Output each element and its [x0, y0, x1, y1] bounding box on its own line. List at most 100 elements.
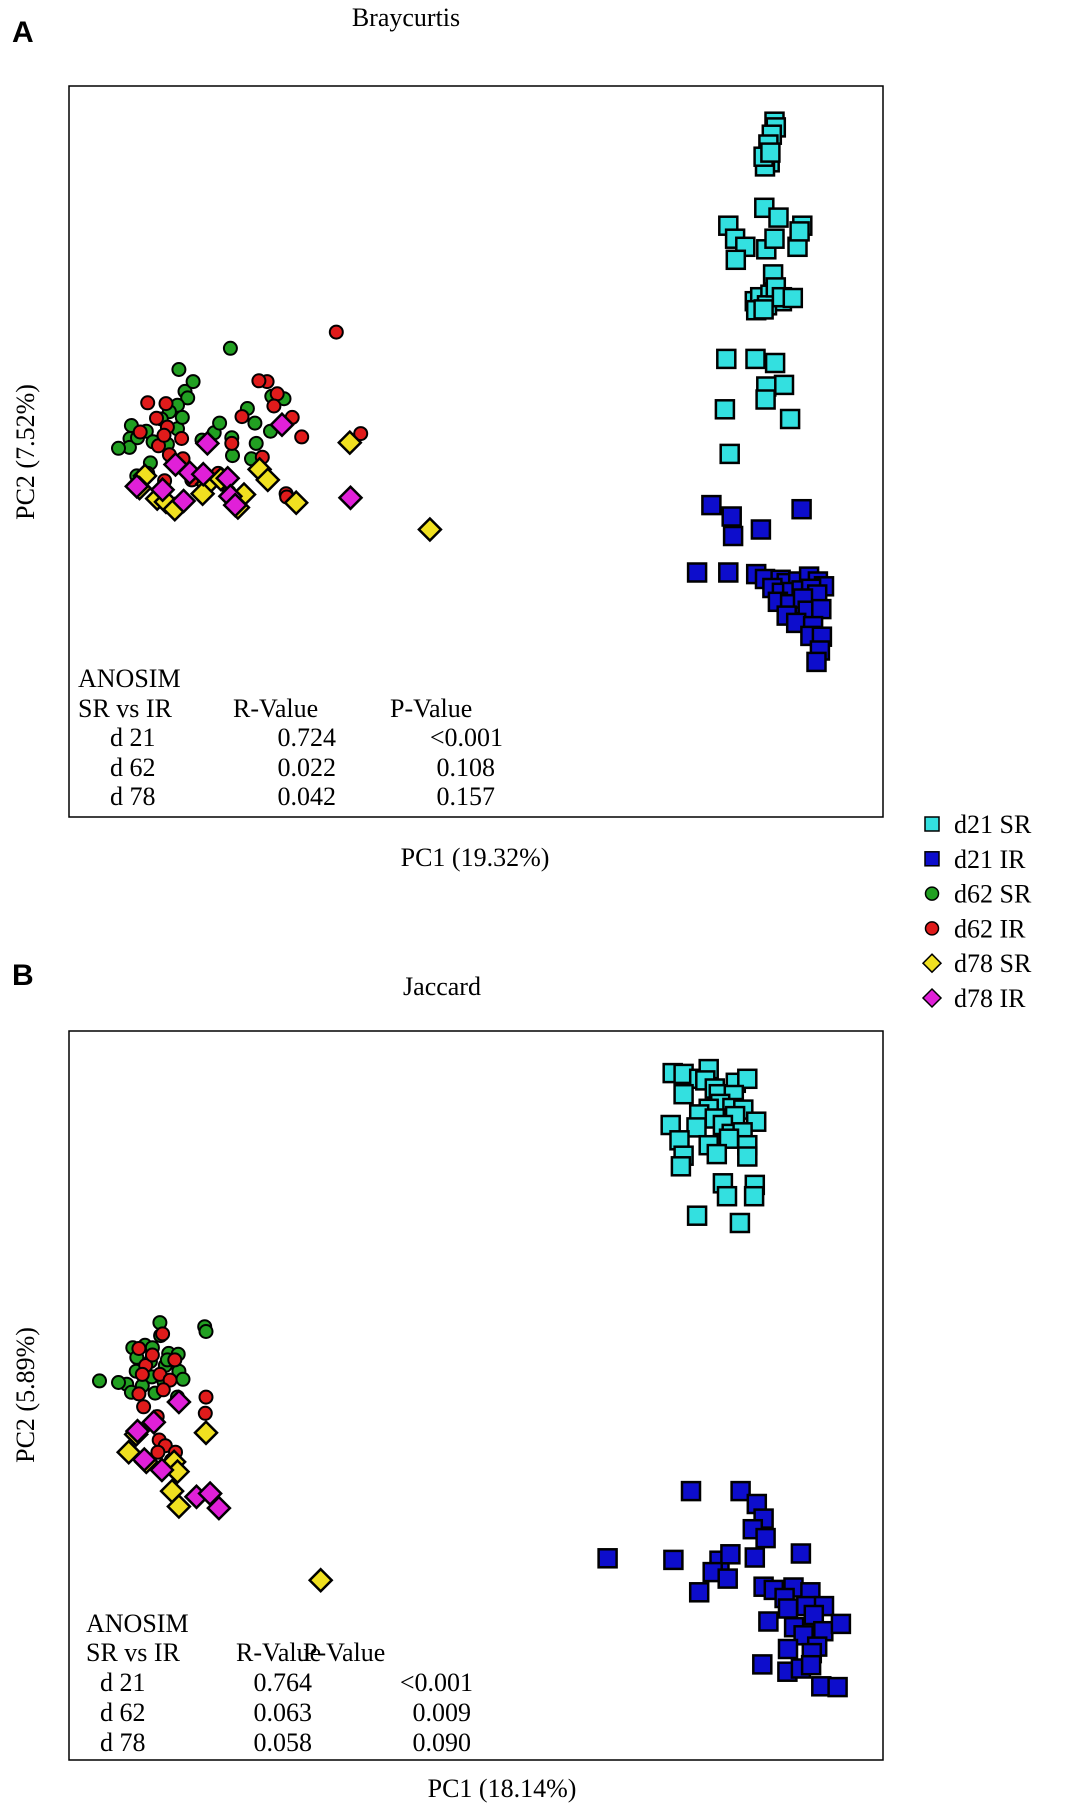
point-d21-ir-b: [790, 1543, 812, 1564]
x-axis-label-b: PC1 (18.14%): [428, 1774, 577, 1803]
anosim-col-groups-a: SR vs IR: [78, 694, 173, 723]
point-d78-sr-a: [337, 429, 363, 456]
point-d21-sr-b: [737, 1146, 758, 1167]
point-d62-ir-b: [134, 1366, 150, 1382]
point-d21-ir-a: [722, 525, 744, 547]
point-d62-sr-b: [111, 1375, 126, 1390]
point-d21-sr-b: [686, 1117, 707, 1138]
point-d62-sr-a: [212, 415, 228, 431]
point-d78-ir-a: [222, 492, 248, 518]
panel-b: B Jaccard ANOSIM SR vs IR R-Value P-Valu…: [11, 959, 884, 1803]
point-d21-sr-a: [764, 352, 786, 374]
anosim-row-r-b: 0.063: [254, 1698, 313, 1727]
point-d21-ir-a: [791, 498, 812, 520]
legend-label-d62-ir: d62 IR: [954, 914, 1026, 943]
point-d21-ir-a: [686, 562, 708, 583]
point-d62-sr-b: [92, 1373, 107, 1389]
legend-label-d21-ir: d21 IR: [954, 845, 1026, 874]
point-d62-ir-b: [144, 1347, 160, 1363]
point-d21-ir-b: [730, 1480, 751, 1502]
point-d62-sr-a: [248, 435, 264, 451]
anosim-row-r-a: 0.724: [278, 723, 337, 752]
point-d21-sr-a: [745, 348, 766, 370]
legend-marker-d62-ir: [924, 921, 940, 936]
point-d78-sr-b: [193, 1420, 219, 1446]
point-d78-sr-b: [307, 1567, 334, 1593]
anosim-row-p-b: <0.001: [400, 1668, 473, 1697]
point-d62-ir-b: [136, 1399, 152, 1415]
point-d21-sr-a: [714, 399, 736, 420]
anosim-row-r-b: 0.764: [254, 1668, 313, 1697]
point-d21-sr-a: [716, 348, 737, 370]
anosim-row-label-a: d 62: [110, 753, 156, 782]
point-d62-sr-b: [198, 1324, 214, 1339]
anosim-row-label-b: d 21: [100, 1668, 146, 1697]
point-d21-ir-b: [830, 1613, 852, 1635]
panel-label-a: A: [12, 16, 34, 49]
point-d62-ir-b: [155, 1326, 171, 1342]
point-d78-ir-a: [170, 488, 197, 514]
legend-label-d78-ir: d78 IR: [954, 984, 1026, 1013]
point-d78-ir-b: [141, 1409, 167, 1435]
point-d78-ir-a: [194, 430, 221, 457]
point-d21-sr-a: [725, 249, 747, 271]
point-d21-ir-b: [755, 1527, 776, 1549]
anosim-row-label-b: d 78: [100, 1728, 146, 1757]
point-d21-sr-a: [789, 221, 810, 242]
point-d78-sr-b: [166, 1493, 192, 1520]
point-d62-ir-b: [155, 1382, 171, 1398]
markers-b: [92, 1058, 852, 1698]
point-d21-sr-a: [773, 374, 795, 396]
point-d62-ir-a: [251, 373, 267, 389]
point-d62-ir-a: [132, 424, 148, 440]
point-d78-ir-a: [269, 411, 295, 438]
point-d78-sr-a: [255, 467, 281, 493]
point-d62-ir-b: [150, 1444, 166, 1460]
anosim-table-b: ANOSIM SR vs IR R-Value P-Value d 21 0.7…: [86, 1609, 473, 1757]
point-d21-ir-b: [777, 1598, 799, 1619]
anosim-row-p-a: 0.157: [437, 782, 496, 811]
anosim-table-a: ANOSIM SR vs IR R-Value P-Value d 21 0.7…: [78, 664, 503, 811]
point-d21-ir-b: [758, 1611, 779, 1632]
anosim-row-label-a: d 21: [110, 723, 156, 752]
plot-frame-a: [68, 85, 884, 818]
point-d21-sr-b: [686, 1205, 708, 1226]
point-d21-sr-a: [779, 408, 801, 430]
point-d21-sr-a: [782, 287, 804, 309]
point-d62-ir-a: [294, 429, 310, 445]
legend-label-d21-sr: d21 SR: [954, 810, 1032, 839]
point-d62-ir-b: [198, 1389, 214, 1405]
anosim-col-r-a: R-Value: [233, 694, 318, 723]
point-d78-sr-a: [417, 516, 443, 543]
point-d62-sr-a: [225, 448, 240, 464]
point-d62-ir-a: [353, 426, 369, 442]
point-d78-sr-a: [283, 489, 309, 516]
anosim-row-p-a: 0.108: [437, 753, 496, 782]
point-d78-ir-b: [124, 1418, 151, 1444]
anosim-row-r-a: 0.022: [278, 753, 337, 782]
point-d21-ir-a: [806, 651, 827, 673]
point-d21-sr-b: [737, 1068, 758, 1090]
chart-title-b: Jaccard: [403, 972, 481, 1001]
point-d21-sr-a: [719, 443, 740, 465]
point-d62-ir-a: [266, 398, 282, 414]
anosim-row-p-b: 0.090: [413, 1728, 472, 1757]
point-d21-ir-b: [827, 1676, 848, 1698]
anosim-row-label-b: d 62: [100, 1698, 146, 1727]
anosim-heading-b: ANOSIM: [86, 1609, 189, 1638]
anosim-col-groups-b: SR vs IR: [86, 1638, 181, 1667]
point-d21-ir-a: [811, 598, 832, 620]
point-d62-sr-a: [180, 390, 196, 406]
anosim-col-r-b: R-Value: [236, 1638, 321, 1667]
point-d21-sr-b: [729, 1212, 751, 1234]
legend-marker-d78-sr: [921, 953, 943, 974]
point-d21-sr-a: [760, 142, 781, 163]
chart-title-a: Braycurtis: [352, 3, 460, 32]
point-d62-sr-a: [174, 409, 190, 425]
point-d62-ir-a: [269, 386, 285, 402]
point-d21-ir-a: [701, 494, 722, 516]
anosim-row-p-b: 0.009: [413, 1698, 472, 1727]
anosim-col-p-a: P-Value: [390, 694, 472, 723]
point-d21-ir-a: [718, 562, 739, 583]
